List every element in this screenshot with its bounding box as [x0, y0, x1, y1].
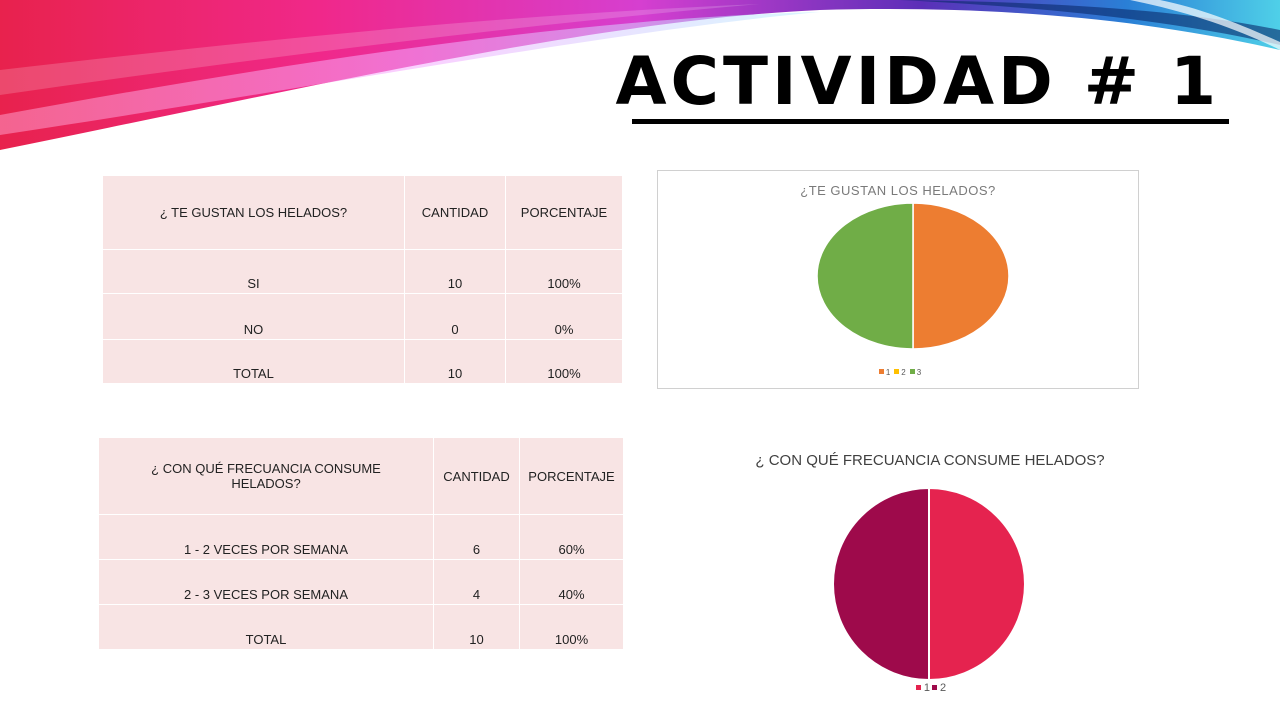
table-row: 1 - 2 VECES POR SEMANA 6 60% [98, 514, 624, 560]
legend-label: 2 [940, 682, 947, 694]
table-row: NO 0 0% [102, 293, 623, 340]
legend-swatch [932, 685, 937, 690]
pie-slice-1 [928, 486, 1026, 682]
table-cell: NO [102, 293, 405, 340]
title-underline [632, 119, 1229, 124]
pie-chart-frequency [832, 486, 1026, 682]
table-cell: 2 - 3 VECES POR SEMANA [98, 559, 434, 605]
slide-title: ACTIVIDAD # 1 [615, 43, 1220, 120]
legend-item-1: 1 [914, 682, 930, 694]
table-cell: 60% [519, 514, 624, 560]
pie-slice-1 [912, 202, 1010, 350]
table-row: 2 - 3 VECES POR SEMANA 4 40% [98, 559, 624, 605]
table-header-cell: CANTIDAD [433, 437, 520, 515]
table-header-cell: CANTIDAD [404, 175, 506, 250]
legend-swatch [894, 369, 900, 374]
table-row: SI 10 100% [102, 249, 623, 294]
table-cell: SI [102, 249, 405, 294]
table-header-cell: PORCENTAJE [505, 175, 623, 250]
legend-swatch [878, 369, 884, 374]
chart-title: ¿ CON QUÉ FRECUANCIA CONSUME HELADOS? [755, 452, 1105, 469]
legend-label: 1 [923, 682, 930, 694]
legend-item-1: 1 [875, 368, 890, 377]
table-cell: TOTAL [102, 339, 405, 384]
table-cell: 0% [505, 293, 623, 340]
frequency-table: ¿ CON QUÉ FRECUANCIA CONSUME HELADOS? CA… [98, 437, 624, 650]
table-row: TOTAL 10 100% [98, 604, 624, 650]
likes-ice-cream-table: ¿ TE GUSTAN LOS HELADOS? CANTIDAD PORCEN… [102, 175, 623, 384]
pie-slice-3 [816, 202, 914, 350]
table-cell: 100% [505, 339, 623, 384]
table-cell: 40% [519, 559, 624, 605]
legend-item-2: 2 [930, 682, 946, 694]
table-cell: 1 - 2 VECES POR SEMANA [98, 514, 434, 560]
legend-item-2: 2 [890, 368, 906, 377]
table-cell: 10 [404, 249, 506, 294]
table-header-cell: ¿ TE GUSTAN LOS HELADOS? [102, 175, 405, 250]
table-cell: 4 [433, 559, 520, 605]
table-header-cell: PORCENTAJE [519, 437, 624, 515]
legend-swatch [909, 369, 915, 374]
table-cell: TOTAL [98, 604, 434, 650]
table-cell: 0 [404, 293, 506, 340]
pie-slice-2 [832, 486, 930, 682]
legend-item-3: 3 [906, 368, 921, 377]
legend-label: 3 [916, 368, 922, 377]
pie-chart-likes [816, 202, 1010, 350]
table-header-row: ¿ CON QUÉ FRECUANCIA CONSUME HELADOS? CA… [98, 437, 624, 515]
table-cell: 10 [433, 604, 520, 650]
table-cell: 10 [404, 339, 506, 384]
legend-label: 1 [885, 368, 891, 377]
table-cell: 100% [505, 249, 623, 294]
chart-legend: 1 2 3 [658, 368, 1138, 377]
table-row: TOTAL 10 100% [102, 339, 623, 384]
legend-swatch [915, 685, 921, 690]
chart-title: ¿TE GUSTAN LOS HELADOS? [800, 183, 996, 198]
legend-label: 2 [901, 368, 906, 377]
table-cell: 100% [519, 604, 624, 650]
table-cell: 6 [433, 514, 520, 560]
decorative-swoosh-banner [0, 0, 1280, 150]
chart-likes-ice-cream: ¿TE GUSTAN LOS HELADOS? 1 2 3 [657, 170, 1139, 389]
table-header-cell: ¿ CON QUÉ FRECUANCIA CONSUME HELADOS? [98, 437, 434, 515]
table-header-row: ¿ TE GUSTAN LOS HELADOS? CANTIDAD PORCEN… [102, 175, 623, 250]
